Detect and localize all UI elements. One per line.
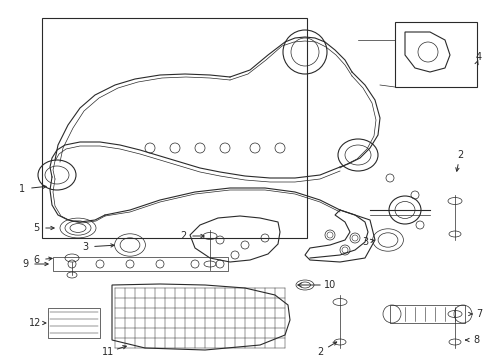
Text: 6: 6 — [33, 255, 39, 265]
Text: 12: 12 — [29, 318, 41, 328]
Text: 3: 3 — [362, 237, 368, 247]
Bar — [48, 308, 100, 338]
Text: 11: 11 — [102, 347, 114, 357]
Text: 9: 9 — [22, 259, 28, 269]
Text: 1: 1 — [19, 184, 25, 194]
Text: 10: 10 — [324, 280, 336, 290]
Text: 2: 2 — [180, 231, 186, 241]
Text: 2: 2 — [317, 347, 323, 357]
Bar — [42, 18, 307, 238]
Text: 5: 5 — [33, 223, 39, 233]
Bar — [395, 22, 477, 87]
Text: 7: 7 — [476, 309, 482, 319]
Text: 4: 4 — [476, 52, 482, 62]
Text: 2: 2 — [457, 150, 463, 160]
Bar — [53, 257, 228, 271]
Text: 3: 3 — [82, 242, 88, 252]
Bar — [390, 305, 465, 323]
Text: 8: 8 — [473, 335, 479, 345]
